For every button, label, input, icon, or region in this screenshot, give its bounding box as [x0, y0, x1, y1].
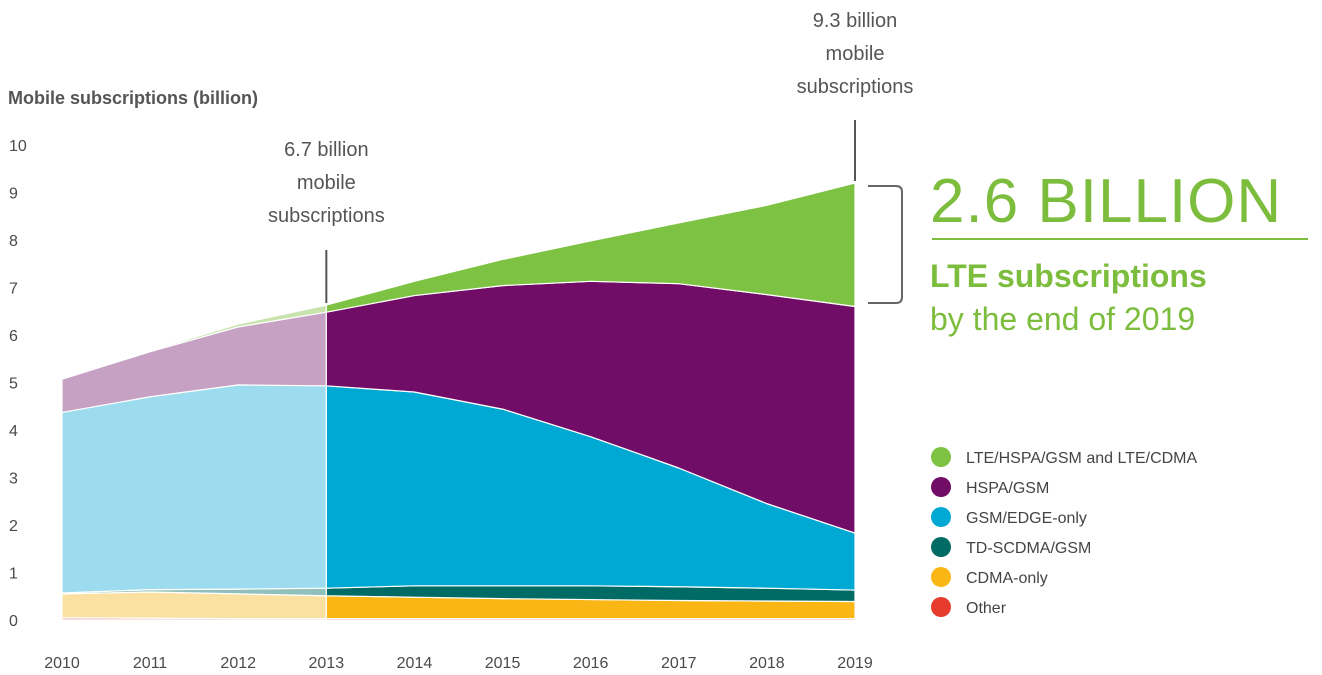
legend: LTE/HSPA/GSM and LTE/CDMA HSPA/GSM GSM/EDG…: [931, 447, 1198, 617]
area-history-gsm-edge-only: [61, 384, 327, 594]
x-tick-label: 2011: [133, 655, 168, 672]
area-history-cdma-only: [61, 591, 327, 620]
x-tick-label: 2012: [220, 655, 256, 672]
y-tick-label: 6: [9, 328, 18, 345]
y-tick-label: 1: [9, 566, 18, 583]
x-tick-label: 2019: [837, 655, 873, 672]
legend-swatch-td-scdma-gsm: [931, 537, 951, 557]
y-tick-label: 9: [9, 186, 18, 203]
legend-label-gsm-edge-only: GSM/EDGE-only: [966, 510, 1087, 527]
callout_2013-line-2: mobile: [297, 172, 356, 194]
callout_2019-line-2: mobile: [826, 43, 885, 65]
legend-swatch-cdma-only: [931, 567, 951, 587]
callouts: 6.7 billion mobile subscriptions 9.3 billio…: [268, 10, 914, 304]
y-tick-label: 5: [9, 376, 18, 393]
legend-label-lte-hspa-gsm-and-lte-cdma: LTE/HSPA/GSM and LTE/CDMA: [966, 450, 1198, 467]
y-axis-ticks: 0 1 2 3 4 5 6 7 8 9 10: [9, 138, 27, 630]
highlight-bracket: [868, 185, 903, 304]
highlight-number: 2.6 BILLION: [930, 167, 1282, 236]
callout_2019-line-1: 9.3 billion: [813, 10, 898, 32]
x-tick-label: 2018: [749, 655, 785, 672]
stacked-areas: [61, 182, 856, 621]
y-tick-label: 4: [9, 423, 18, 440]
y-tick-label: 7: [9, 281, 18, 298]
y-tick-label: 2: [9, 518, 18, 535]
legend-label-other: Other: [966, 600, 1007, 617]
legend-swatch-gsm-edge-only: [931, 507, 951, 527]
y-tick-label: 3: [9, 471, 18, 488]
legend-label-cdma-only: CDMA-only: [966, 570, 1048, 587]
callout_2019-line-3: subscriptions: [797, 76, 914, 98]
x-tick-label: 2014: [397, 655, 433, 672]
x-tick-label: 2017: [661, 655, 697, 672]
area-forecast-lte-hspa-gsm-and-lte-cdma: [325, 182, 856, 313]
y-tick-label: 8: [9, 233, 18, 250]
callout_2013-line-1: 6.7 billion: [284, 139, 369, 161]
y-axis-label: Mobile subscriptions (billion): [8, 88, 258, 108]
legend-swatch-lte-hspa-gsm-and-lte-cdma: [931, 447, 951, 467]
highlight-line-2: by the end of 2019: [930, 301, 1195, 337]
x-axis-ticks: 2010 2011 2012 2013 2014 2015 2016 2017 2018 2019: [44, 655, 873, 672]
highlight-line-1: LTE subscriptions: [930, 258, 1207, 294]
legend-label-hspa-gsm: HSPA/GSM: [966, 480, 1049, 497]
legend-swatch-other: [931, 597, 951, 617]
legend-swatch-hspa-gsm: [931, 477, 951, 497]
lte-highlight: 2.6 BILLION LTE subscriptions by the end…: [868, 167, 1308, 337]
y-tick-label: 10: [9, 138, 27, 155]
x-tick-label: 2016: [573, 655, 609, 672]
y-tick-label: 0: [9, 613, 18, 630]
legend-label-td-scdma-gsm: TD-SCDMA/GSM: [966, 540, 1091, 557]
x-tick-label: 2010: [44, 655, 80, 672]
x-tick-label: 2015: [485, 655, 521, 672]
x-tick-label: 2013: [309, 655, 345, 672]
callout_2013-line-3: subscriptions: [268, 205, 385, 227]
